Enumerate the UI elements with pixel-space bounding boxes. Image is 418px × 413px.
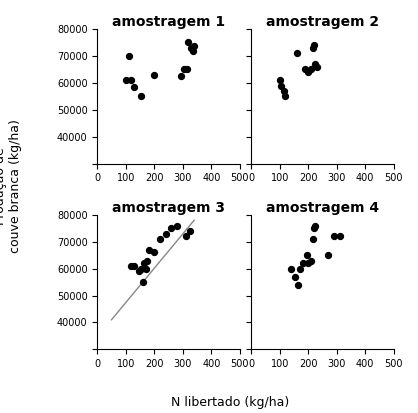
Point bbox=[293, 50, 300, 57]
Point bbox=[138, 93, 145, 100]
Point bbox=[296, 265, 303, 272]
Point bbox=[292, 273, 299, 280]
Point bbox=[122, 77, 129, 83]
Point bbox=[309, 45, 316, 51]
Point bbox=[151, 71, 158, 78]
Point bbox=[145, 247, 152, 253]
Point bbox=[186, 228, 193, 234]
Point bbox=[162, 230, 169, 237]
Point bbox=[178, 73, 185, 79]
Point bbox=[276, 77, 283, 83]
Text: Produção de
couve branca (kg/ha): Produção de couve branca (kg/ha) bbox=[0, 119, 22, 253]
Point bbox=[295, 281, 302, 288]
Point bbox=[135, 268, 142, 275]
Point bbox=[157, 236, 163, 242]
Point bbox=[299, 260, 306, 266]
Point bbox=[143, 265, 149, 272]
Title: amostragem 3: amostragem 3 bbox=[112, 201, 225, 215]
Point bbox=[280, 88, 287, 94]
Point bbox=[312, 61, 319, 67]
Point bbox=[302, 66, 309, 73]
Point bbox=[144, 257, 150, 264]
Point bbox=[331, 233, 337, 240]
Point bbox=[305, 69, 311, 76]
Title: amostragem 4: amostragem 4 bbox=[266, 201, 379, 215]
Point bbox=[309, 236, 316, 242]
Point bbox=[182, 233, 189, 240]
Point bbox=[181, 66, 188, 73]
Point bbox=[305, 260, 311, 266]
Point bbox=[151, 249, 158, 256]
Text: N libertado (kg/ha): N libertado (kg/ha) bbox=[171, 396, 289, 409]
Title: amostragem 2: amostragem 2 bbox=[266, 15, 379, 29]
Point bbox=[314, 63, 320, 70]
Point bbox=[282, 93, 289, 100]
Title: amostragem 1: amostragem 1 bbox=[112, 15, 225, 29]
Point bbox=[278, 82, 285, 89]
Point bbox=[131, 83, 138, 90]
Point bbox=[185, 39, 192, 46]
Point bbox=[140, 279, 146, 285]
Point bbox=[325, 252, 331, 259]
Point bbox=[138, 265, 145, 272]
Point bbox=[131, 263, 138, 269]
Point bbox=[189, 47, 196, 54]
Point bbox=[288, 265, 294, 272]
Point bbox=[311, 225, 317, 232]
Point bbox=[308, 257, 314, 264]
Point bbox=[125, 52, 132, 59]
Point bbox=[128, 263, 135, 269]
Point bbox=[312, 222, 319, 229]
Point bbox=[308, 66, 314, 73]
Point bbox=[336, 233, 343, 240]
Point bbox=[174, 222, 181, 229]
Point bbox=[184, 66, 191, 73]
Point bbox=[188, 45, 195, 51]
Point bbox=[141, 260, 148, 266]
Point bbox=[303, 252, 310, 259]
Point bbox=[311, 42, 317, 48]
Point bbox=[128, 77, 135, 83]
Point bbox=[191, 43, 198, 50]
Point bbox=[168, 225, 175, 232]
